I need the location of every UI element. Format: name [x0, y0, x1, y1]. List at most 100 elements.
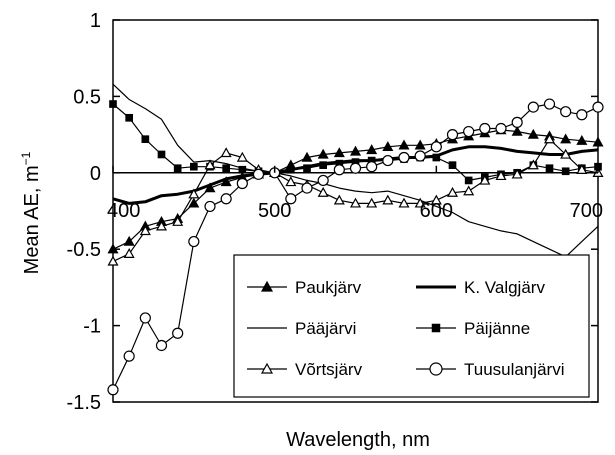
data-point: [220, 147, 232, 158]
data-point: [479, 122, 491, 135]
data-point: [576, 134, 588, 145]
data-point: [561, 167, 570, 176]
legend: Paukjärv K. Valgjärv Pääjärvi Päijänne Võrts…: [233, 254, 590, 398]
data-point: [349, 197, 362, 208]
data-point: [464, 176, 473, 185]
y-tick-label: -1: [83, 316, 101, 338]
data-point: [432, 153, 441, 162]
data-point: [141, 135, 150, 144]
legend-label: Tuusulanjärvi: [464, 360, 564, 379]
legend-box: [233, 254, 590, 398]
data-point: [319, 161, 327, 169]
data-point: [398, 139, 410, 150]
series-layer: [107, 83, 604, 396]
data-point: [107, 255, 119, 266]
data-point: [560, 106, 572, 118]
series-line: [112, 83, 599, 258]
data-point: [317, 174, 329, 187]
data-point: [333, 147, 345, 158]
data-point: [252, 168, 265, 180]
data-point: [335, 159, 344, 168]
data-point: [543, 133, 556, 144]
data-point: [446, 129, 459, 141]
plot-area-border: [112, 19, 599, 403]
data-point: [511, 116, 523, 128]
legend-item: Pääjärvi: [247, 319, 356, 338]
data-point: [527, 128, 539, 139]
data-point: [188, 197, 200, 208]
legend-label: Võrtsjärv: [295, 360, 363, 379]
data-point: [527, 101, 539, 113]
legend-item: Võrtsjärv: [247, 360, 363, 379]
y-axis-title: Mean AE, m−1: [19, 151, 43, 274]
legend-item: Paukjärv: [247, 278, 362, 297]
legend-item: Tuusulanjärvi: [416, 360, 564, 379]
x-axis-title: Wavelength, nm: [286, 429, 430, 451]
data-point: [592, 136, 604, 147]
data-point: [236, 177, 248, 190]
y-tick-label: 0: [90, 163, 101, 185]
data-point: [495, 122, 507, 135]
data-point: [366, 144, 378, 155]
data-point: [204, 200, 216, 213]
data-point: [123, 235, 135, 246]
x-tick-label: 700: [570, 200, 603, 222]
data-point: [287, 165, 295, 174]
data-point: [139, 312, 151, 324]
data-point: [448, 161, 457, 169]
y-tick-label: 1: [90, 10, 101, 32]
data-point: [349, 162, 362, 174]
data-point: [220, 193, 232, 205]
data-point: [317, 186, 329, 197]
data-point: [123, 248, 135, 258]
y-tick-label: -1.5: [67, 392, 101, 414]
data-point: [157, 150, 166, 159]
legend-label: Pääjärvi: [295, 319, 356, 338]
legend-label: Päijänne: [464, 319, 530, 338]
data-point: [238, 165, 247, 174]
data-point: [220, 176, 232, 187]
series-6: [107, 98, 604, 396]
legend-marker: [260, 362, 274, 374]
data-point: [463, 125, 475, 138]
data-point: [172, 327, 184, 339]
data-point: [236, 151, 248, 162]
data-point: [173, 164, 182, 173]
data-point: [414, 197, 426, 208]
data-point: [398, 151, 410, 164]
data-point: [317, 148, 329, 159]
data-point: [382, 141, 394, 152]
data-point: [398, 197, 410, 208]
data-point: [414, 150, 426, 162]
x-tick-label: 500: [258, 200, 291, 222]
data-point: [155, 339, 168, 352]
data-point: [349, 145, 362, 156]
series-1: [107, 124, 604, 254]
data-point: [592, 101, 604, 113]
legend-item: Päijänne: [416, 319, 530, 338]
data-point: [527, 159, 539, 170]
data-point: [545, 164, 554, 173]
data-point: [511, 125, 523, 136]
series-3: [112, 83, 599, 258]
data-point: [204, 159, 216, 170]
legend-marker: [260, 280, 274, 292]
data-point: [333, 194, 345, 205]
data-point: [351, 158, 360, 166]
data-point: [414, 139, 426, 150]
legend-label: Paukjärv: [295, 278, 362, 297]
data-point: [123, 350, 135, 362]
data-point: [301, 182, 313, 194]
data-point: [479, 174, 491, 185]
data-point: [511, 168, 523, 179]
data-point: [382, 154, 394, 167]
data-point: [222, 164, 230, 173]
data-point: [367, 156, 376, 165]
data-point: [560, 133, 572, 144]
y-axis-title-main: Mean AE, m: [21, 165, 43, 274]
data-point: [430, 141, 442, 153]
legend-marker: [431, 323, 441, 333]
data-point: [109, 100, 117, 108]
y-axis-title-superscript: −1: [19, 151, 33, 165]
